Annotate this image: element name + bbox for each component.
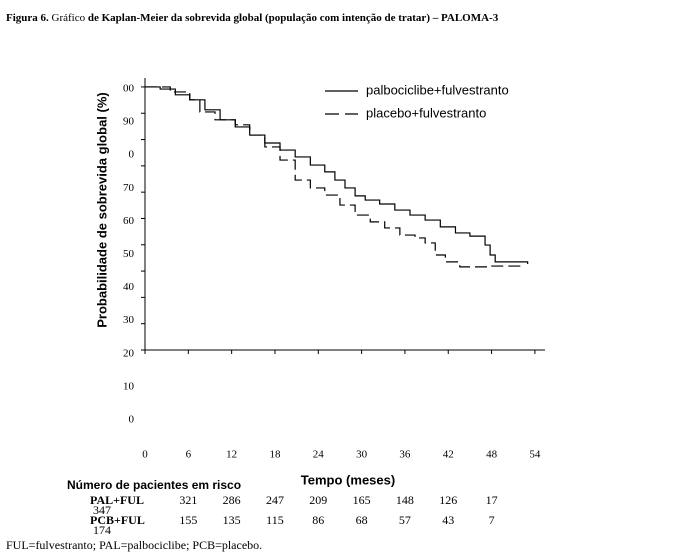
risk-row-label: PAL+FUL [90, 493, 144, 507]
risk-value: 286 [223, 493, 241, 507]
y-tick-label: 60 [123, 215, 135, 227]
risk-value: 7 [489, 513, 495, 527]
x-tick-label: 24 [313, 449, 325, 461]
risk-row-label: PCB+FUL [90, 513, 145, 527]
title-part: Gráfico [52, 12, 86, 24]
risk-table-title: Número de pacientes em risco [67, 478, 241, 492]
legend-label: palbociclibe+fulvestranto [366, 82, 509, 97]
x-tick-label: 0 [142, 449, 148, 461]
risk-value: 115 [266, 513, 284, 527]
y-tick-label: 70 [123, 182, 135, 194]
title-part: de Kaplan-Meier da sobrevida global (pop… [88, 12, 499, 24]
x-axis-label: Tempo (meses) [301, 472, 395, 487]
footnote: FUL=fulvestranto; PAL=palbociclibe; PCB=… [6, 538, 262, 552]
risk-value: 174 [93, 523, 111, 537]
risk-value: 155 [179, 513, 197, 527]
risk-value: 43 [442, 513, 454, 527]
y-tick-label: 90 [123, 116, 135, 128]
survival-curve [145, 86, 529, 264]
x-tick-label: 18 [269, 449, 281, 461]
risk-value: 247 [266, 493, 284, 507]
risk-value: 209 [309, 493, 327, 507]
risk-value: 321 [179, 493, 197, 507]
risk-value: 68 [356, 513, 368, 527]
x-tick-label: 42 [443, 449, 454, 461]
title-part: Figura 6. [6, 12, 49, 24]
risk-value: 135 [223, 513, 241, 527]
y-tick-label: 00 [123, 83, 135, 95]
risk-value: 17 [486, 493, 498, 507]
risk-value: 126 [439, 493, 457, 507]
x-tick-label: 12 [226, 449, 237, 461]
risk-value: 347 [93, 503, 111, 517]
y-axis-label: Probabilidade de sobrevida global (%) [94, 92, 109, 328]
y-tick-label: 30 [123, 314, 135, 326]
risk-value: 165 [353, 493, 371, 507]
chart-title: Figura 6. Gráfico de Kaplan-Meier da sob… [6, 12, 499, 24]
y-tick-label: 40 [123, 281, 135, 293]
risk-value: 86 [312, 513, 324, 527]
y-tick-label: 0 [129, 414, 135, 426]
y-tick-label: 20 [123, 347, 135, 359]
x-tick-label: 30 [356, 449, 368, 461]
x-tick-label: 6 [186, 449, 192, 461]
legend-label: placebo+fulvestranto [366, 105, 486, 120]
x-tick-label: 36 [399, 449, 411, 461]
x-tick-label: 54 [529, 449, 541, 461]
risk-value: 57 [399, 513, 411, 527]
risk-value: 148 [396, 493, 414, 507]
y-tick-label: 10 [123, 380, 135, 392]
y-tick-label: 0 [129, 149, 135, 161]
y-tick-label: 50 [123, 248, 135, 260]
survival-curve [145, 86, 521, 268]
x-tick-label: 48 [486, 449, 498, 461]
